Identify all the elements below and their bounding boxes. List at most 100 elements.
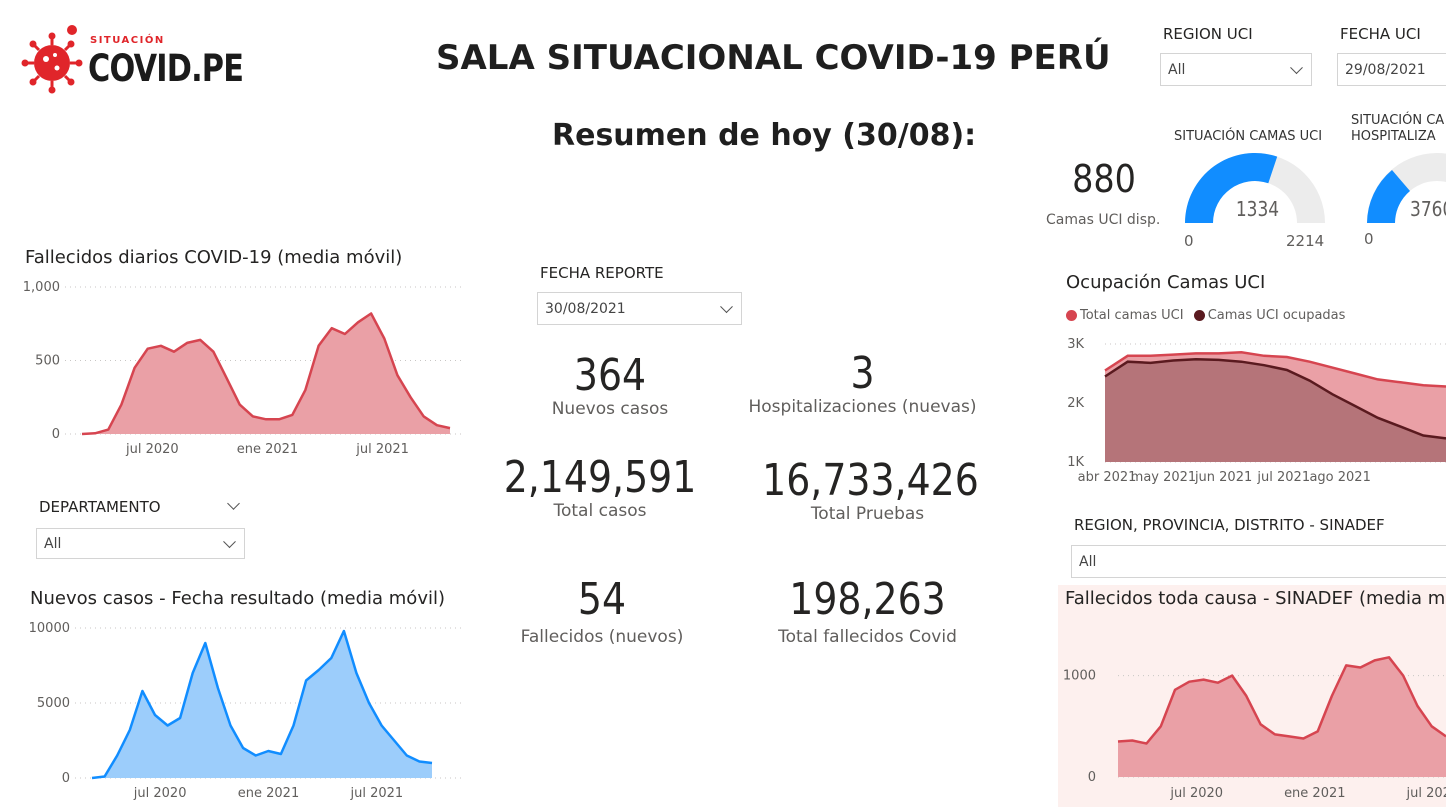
- gauge-hosp-title-line2: HOSPITALIZA: [1351, 129, 1436, 144]
- chart-sinadef: 0 1000 jul 2020 ene 2021 jul 2021: [1063, 656, 1446, 801]
- gauge-camas-uci-max: 2214: [1286, 232, 1325, 250]
- kpi-total-fallecidos-value: 198,263: [789, 574, 946, 625]
- gauge-hosp-title: SITUACIÓN CA HOSPITALIZA: [1351, 113, 1444, 145]
- logo-top-text: SITUACIÓN: [90, 35, 165, 46]
- region-sinadef-label: REGION, PROVINCIA, DISTRITO - SINADEF: [1074, 516, 1385, 534]
- y-tick-label: 0: [1088, 770, 1096, 785]
- chevron-down-icon: [223, 534, 236, 548]
- fecha-reporte-dropdown[interactable]: 30/08/2021: [537, 292, 742, 325]
- chart-fallecidos-title: Fallecidos diarios COVID-19 (media móvil…: [25, 247, 403, 268]
- kpi-hospitalizaciones: 3 Hospitalizaciones (nuevas): [745, 348, 980, 417]
- page-title: SALA SITUACIONAL COVID-19 PERÚ: [436, 38, 1111, 78]
- legend-total-label: Total camas UCI: [1080, 308, 1184, 323]
- series-ocupadas-area: [1105, 359, 1446, 462]
- gauge-hosp-title-line1: SITUACIÓN CA: [1351, 113, 1445, 128]
- legend-total-dot: [1066, 310, 1077, 321]
- region-sinadef-value: All: [1079, 553, 1097, 570]
- x-tick-label: jul 2020: [133, 786, 187, 801]
- gauge-hosp-min: 0: [1364, 230, 1374, 248]
- gauge-camas-uci-value: 1334: [1235, 197, 1280, 221]
- x-tick-label: ago 2021: [1309, 470, 1370, 485]
- x-tick-label: may 2021: [1131, 470, 1197, 485]
- series-line: [81, 312, 451, 436]
- series-area: [82, 313, 450, 434]
- x-tick-label: jul 2021: [1256, 470, 1310, 485]
- y-tick-label: 3K: [1067, 337, 1084, 352]
- x-tick-label: jul 2021: [1406, 786, 1446, 801]
- y-tick-label: 2K: [1067, 396, 1084, 411]
- camas-uci-disp-value: 880: [1072, 157, 1136, 201]
- kpi-total-fallecidos: 198,263 Total fallecidos Covid: [755, 574, 980, 647]
- chart-ocupacion-uci-title: Ocupación Camas UCI: [1066, 272, 1266, 293]
- x-tick-label: jul 2021: [350, 786, 404, 801]
- kpi-total-casos: 2,149,591 Total casos: [480, 452, 720, 521]
- fecha-reporte-value: 30/08/2021: [545, 300, 626, 317]
- legend-ocupadas-dot: [1193, 310, 1205, 321]
- summary-subtitle: Resumen de hoy (30/08):: [552, 118, 977, 153]
- y-tick-label: 10000: [29, 621, 70, 636]
- kpi-nuevos-casos: 364 Nuevos casos: [500, 350, 720, 419]
- series-total-line: [1104, 351, 1446, 388]
- kpi-total-casos-label: Total casos: [553, 501, 647, 521]
- kpi-total-pruebas: 16,733,426 Total Pruebas: [745, 455, 990, 524]
- series-ocupadas-line: [1104, 358, 1446, 440]
- x-tick-label: jul 2020: [1169, 786, 1223, 801]
- fecha-uci-label: FECHA UCI: [1340, 25, 1421, 43]
- series-area: [92, 631, 432, 778]
- departamento-expand-icon[interactable]: [227, 497, 240, 510]
- y-tick-label: 5000: [37, 696, 70, 711]
- region-uci-value: All: [1168, 61, 1186, 78]
- kpi-hospitalizaciones-label: Hospitalizaciones (nuevas): [748, 397, 977, 417]
- gauge-camas-uci-min: 0: [1184, 232, 1194, 250]
- gauge-camas-uci-title: SITUACIÓN CAMAS UCI: [1174, 129, 1323, 144]
- kpi-fallecidos-nuevos: 54 Fallecidos (nuevos): [492, 574, 712, 647]
- x-tick-label: ene 2021: [1284, 786, 1345, 801]
- kpi-fallecidos-nuevos-label: Fallecidos (nuevos): [520, 627, 684, 647]
- chart-nuevos-casos-title: Nuevos casos - Fecha resultado (media mó…: [30, 588, 445, 609]
- x-tick-label: jul 2021: [355, 442, 409, 457]
- kpi-nuevos-casos-value: 364: [573, 350, 647, 401]
- y-tick-label: 1000: [1063, 669, 1096, 684]
- series-line: [1117, 656, 1446, 745]
- series-line: [91, 629, 433, 780]
- departamento-value: All: [44, 535, 62, 552]
- kpi-nuevos-casos-label: Nuevos casos: [551, 399, 669, 419]
- chart-nuevos-casos: 0 5000 10000 jul 2020 ene 2021 jul 2021: [29, 621, 462, 801]
- legend-ocupadas-label: Camas UCI ocupadas: [1207, 308, 1346, 323]
- gauge-camas-uci-fill: [1185, 152, 1278, 223]
- fecha-reporte-label: FECHA REPORTE: [540, 264, 664, 282]
- kpi-hospitalizaciones-value: 3: [850, 348, 875, 399]
- gauge-camas-uci: [1185, 152, 1325, 223]
- x-tick-label: abr 2021: [1078, 470, 1137, 485]
- virus-icon: [21, 25, 83, 94]
- region-uci-label: REGION UCI: [1163, 25, 1253, 43]
- chevron-down-icon: [720, 299, 733, 313]
- kpi-total-pruebas-label: Total Pruebas: [810, 504, 925, 524]
- kpi-fallecidos-nuevos-value: 54: [577, 574, 627, 625]
- region-uci-dropdown[interactable]: All: [1160, 53, 1312, 86]
- kpi-total-fallecidos-label: Total fallecidos Covid: [778, 627, 957, 647]
- y-tick-label: 0: [62, 771, 70, 786]
- fecha-uci-value: 29/08/2021: [1345, 61, 1426, 78]
- x-tick-label: ene 2021: [237, 442, 298, 457]
- departamento-dropdown[interactable]: All: [36, 528, 245, 559]
- departamento-label: DEPARTAMENTO: [39, 498, 161, 516]
- y-tick-label: 1,000: [23, 280, 60, 295]
- y-tick-label: 1K: [1067, 455, 1084, 470]
- region-sinadef-dropdown[interactable]: All: [1071, 545, 1446, 578]
- y-tick-label: 500: [35, 354, 60, 369]
- kpi-total-casos-value: 2,149,591: [503, 452, 697, 503]
- x-tick-label: jun 2021: [1194, 470, 1252, 485]
- chart-fallecidos: 0 500 1,000 jul 2020 ene 2021 jul 2021: [23, 280, 462, 457]
- kpi-total-pruebas-value: 16,733,426: [762, 455, 979, 506]
- fecha-uci-dropdown[interactable]: 29/08/2021: [1337, 53, 1446, 86]
- x-tick-label: jul 2020: [125, 442, 179, 457]
- y-tick-label: 0: [52, 427, 60, 442]
- x-tick-label: ene 2021: [238, 786, 299, 801]
- series-area: [1118, 657, 1446, 777]
- logo: SITUACIÓN COVID.PE: [20, 23, 244, 98]
- chevron-down-icon: [1290, 60, 1303, 74]
- gauge-hospitalizacion: [1367, 153, 1446, 223]
